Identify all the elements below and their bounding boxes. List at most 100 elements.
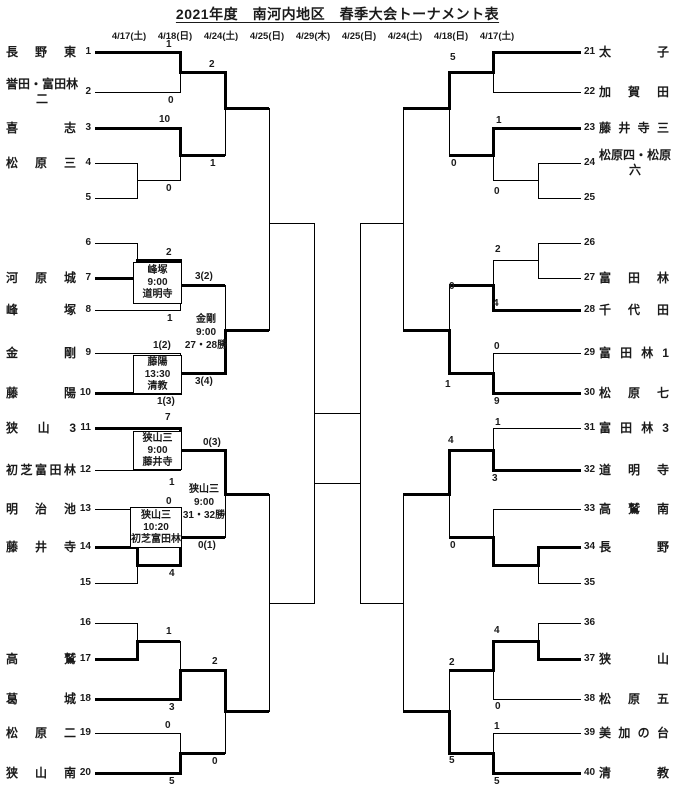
- match-info: 金剛 9:00 27・28勝: [184, 314, 228, 351]
- seed-number: 39: [584, 727, 596, 738]
- match-score: 3: [169, 702, 175, 713]
- seed-number: 19: [79, 727, 91, 738]
- bracket-line: [95, 733, 180, 734]
- team-name: 高鷲: [6, 652, 76, 666]
- bracket-line: [179, 51, 182, 74]
- seed-number: 16: [79, 617, 91, 628]
- schedule-date: 4/24(土): [203, 31, 239, 42]
- bracket-line: [95, 163, 137, 164]
- match-score: 0(3): [203, 437, 221, 448]
- bracket-line: [95, 658, 137, 661]
- bracket-line: [538, 163, 581, 164]
- bracket-line: [225, 710, 269, 713]
- bracket-line: [180, 154, 225, 157]
- bracket-line: [314, 413, 360, 414]
- match-score: 9: [494, 396, 500, 407]
- seed-number: 20: [79, 767, 91, 778]
- team-name: 加賀田: [599, 85, 669, 99]
- seed-number: 27: [584, 272, 596, 283]
- seed-number: 18: [79, 693, 91, 704]
- bracket-line: [493, 392, 581, 395]
- bracket-line: [180, 752, 225, 755]
- bracket-line: [225, 711, 226, 754]
- match-score: 2: [449, 657, 455, 668]
- bracket-line: [137, 259, 180, 262]
- match-score: 10: [159, 114, 171, 125]
- bracket-line: [538, 243, 539, 279]
- match-score: 0: [494, 186, 500, 197]
- bracket-line: [95, 127, 180, 130]
- match-info-box: 狭山三 10:20 初芝富田林: [130, 507, 182, 548]
- bracket-line: [137, 565, 138, 584]
- team-name: 松原二: [6, 726, 76, 740]
- bracket-line: [137, 623, 138, 642]
- bracket-line: [95, 243, 137, 244]
- bracket-line: [95, 583, 137, 584]
- seed-number: 4: [85, 157, 91, 168]
- bracket-line: [538, 278, 581, 279]
- bracket-line: [360, 603, 403, 604]
- bracket-line: [224, 449, 227, 496]
- seed-number: 8: [85, 304, 91, 315]
- match-info-box: 峰塚 9:00 道明寺: [133, 262, 182, 304]
- bracket-line: [95, 353, 180, 354]
- bracket-line: [180, 733, 181, 754]
- bracket-line: [95, 277, 137, 280]
- team-name: 初芝富田林: [6, 463, 76, 477]
- seed-number: 10: [79, 387, 91, 398]
- bracket-line: [180, 372, 225, 375]
- match-info-box: 藤陽 13:30 清教: [133, 355, 182, 394]
- bracket-line: [225, 108, 226, 156]
- match-score: 3(2): [195, 271, 213, 282]
- team-name: 富田林: [599, 271, 669, 285]
- seed-number: 13: [79, 503, 91, 514]
- bracket-line: [95, 772, 180, 775]
- team-name: 金剛: [6, 346, 76, 360]
- bracket-line: [95, 427, 180, 430]
- team-name: 長野: [599, 540, 669, 554]
- schedule-date: 4/25(日): [341, 31, 377, 42]
- seed-number: 38: [584, 693, 596, 704]
- match-score: 1: [167, 313, 173, 324]
- seed-number: 26: [584, 237, 596, 248]
- seed-number: 12: [79, 464, 91, 475]
- match-score: 0(1): [198, 540, 216, 551]
- bracket-line: [225, 493, 269, 496]
- match-score: 4: [493, 298, 499, 309]
- bracket-line: [180, 449, 225, 452]
- bracket-line: [537, 640, 540, 661]
- bracket-line: [180, 71, 225, 74]
- bracket-line: [493, 260, 494, 286]
- bracket-line: [493, 309, 581, 312]
- bracket-line: [449, 669, 493, 672]
- seed-number: 14: [79, 541, 91, 552]
- bracket-line: [179, 669, 182, 701]
- seed-number: 15: [79, 577, 91, 588]
- seed-number: 22: [584, 86, 596, 97]
- seed-number: 40: [584, 767, 596, 778]
- seed-number: 32: [584, 464, 596, 475]
- match-score: 4: [169, 568, 175, 579]
- bracket-line: [493, 509, 581, 510]
- bracket-line: [448, 710, 451, 755]
- team-name: 道明寺: [599, 463, 669, 477]
- bracket-line: [136, 546, 139, 567]
- bracket-line: [448, 449, 451, 496]
- bracket-line: [269, 108, 270, 331]
- match-score: 5: [494, 776, 500, 787]
- bracket-line: [538, 198, 581, 199]
- match-score: 1: [169, 477, 175, 488]
- bracket-line: [493, 469, 581, 472]
- match-score: 2: [166, 247, 172, 258]
- seed-number: 7: [85, 272, 91, 283]
- match-score: 0: [168, 95, 174, 106]
- match-score: 1: [166, 39, 172, 50]
- bracket-line: [179, 127, 182, 157]
- bracket-line: [492, 640, 495, 672]
- match-score: 1: [495, 417, 501, 428]
- team-name: 喜志: [6, 121, 76, 135]
- bracket-line: [449, 536, 493, 539]
- team-name: 高鷲南: [599, 502, 669, 516]
- bracket-line: [449, 494, 450, 538]
